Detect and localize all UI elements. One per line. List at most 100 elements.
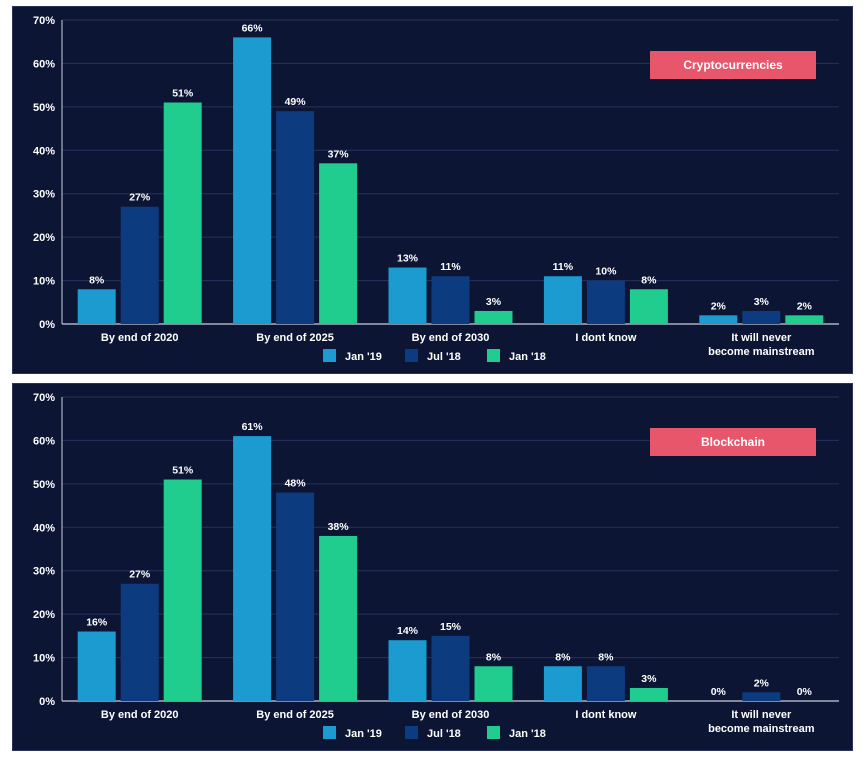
bar-jan-19-by-end-of-2025 xyxy=(233,436,272,701)
category-label: By end of 2025 xyxy=(256,709,334,721)
bar-jul-18-by-end-of-2030 xyxy=(431,635,470,701)
value-label: 11% xyxy=(440,261,461,273)
bar-jan-18-by-end-of-2025 xyxy=(319,535,358,701)
bar-jan-18-it-will-never-become-mainstream xyxy=(785,315,824,324)
category-label: By end of 2020 xyxy=(101,709,179,721)
category-label: I dont know xyxy=(575,332,637,344)
y-tick-label: 70% xyxy=(33,15,55,27)
legend-swatch-jan-19 xyxy=(323,349,336,362)
bar-jan-19-by-end-of-2025 xyxy=(233,37,272,324)
legend-swatch-jan-18 xyxy=(487,349,500,362)
value-label: 2% xyxy=(797,300,813,312)
bar-jul-18-i-dont-know xyxy=(586,666,625,701)
value-label: 51% xyxy=(172,465,194,477)
value-label: 15% xyxy=(440,621,462,633)
bar-jan-18-by-end-of-2025 xyxy=(319,163,358,324)
value-label: 0% xyxy=(711,686,727,698)
value-label: 2% xyxy=(754,677,770,689)
chart-panel-blockchain: 0% 10% 20% 30% 40% 50% 60% 70% 16% 27% 51% By end o… xyxy=(12,383,853,751)
bar-jul-18-by-end-of-2030 xyxy=(431,276,470,324)
value-label: 38% xyxy=(328,521,350,533)
bar-jan-18-i-dont-know xyxy=(629,687,668,701)
value-label: 16% xyxy=(86,617,108,629)
value-label: 37% xyxy=(328,148,350,160)
y-tick-label: 50% xyxy=(33,102,55,114)
y-tick-label: 20% xyxy=(33,232,55,244)
legend-label: Jul '18 xyxy=(427,728,461,740)
bar-jan-19-by-end-of-2030 xyxy=(388,640,427,701)
bar-jul-18-by-end-of-2025 xyxy=(276,492,315,701)
bar-jan-18-by-end-of-2020 xyxy=(163,479,202,701)
bar-jan-19-i-dont-know xyxy=(543,666,582,701)
y-tick-label: 40% xyxy=(33,145,55,157)
bar-jan-19-by-end-of-2020 xyxy=(77,289,116,324)
bar-jul-18-by-end-of-2025 xyxy=(276,111,315,324)
legend-label: Jul '18 xyxy=(427,351,461,363)
bar-jul-18-i-dont-know xyxy=(586,280,625,324)
chart-title: Cryptocurrencies xyxy=(683,58,783,72)
category-label: By end of 2030 xyxy=(412,332,490,344)
value-label: 8% xyxy=(486,651,502,663)
value-label: 10% xyxy=(595,266,617,278)
bar-jan-19-by-end-of-2020 xyxy=(77,631,116,701)
legend-label: Jan '19 xyxy=(345,728,382,740)
chart-title-badge xyxy=(650,51,816,79)
y-tick-label: 70% xyxy=(33,392,55,404)
chart-panel-cryptocurrencies: 0% 10% 20% 30% 40% 50% 60% 70% 8% 27% 51% By end of… xyxy=(12,6,853,374)
legend-swatch-jan-18 xyxy=(487,726,500,739)
legend-swatch-jul-18 xyxy=(405,726,418,739)
y-tick-label: 0% xyxy=(39,319,55,331)
y-tick-label: 50% xyxy=(33,479,55,491)
bar-jul-18-by-end-of-2020 xyxy=(120,206,159,324)
value-label: 49% xyxy=(285,96,307,108)
value-label: 8% xyxy=(89,274,105,286)
y-tick-label: 60% xyxy=(33,435,55,447)
bar-jan-18-by-end-of-2030 xyxy=(474,666,513,701)
bar-jul-18-it-will-never-become-mainstream xyxy=(742,310,781,324)
value-label: 66% xyxy=(242,22,264,34)
bar-jan-18-by-end-of-2020 xyxy=(163,102,202,324)
bar-jan-19-it-will-never-become-mainstream xyxy=(699,315,738,324)
y-tick-label: 10% xyxy=(33,653,55,665)
y-tick-label: 30% xyxy=(33,189,55,201)
value-label: 27% xyxy=(129,569,151,581)
value-label: 8% xyxy=(598,651,614,663)
legend-swatch-jan-19 xyxy=(323,726,336,739)
value-label: 48% xyxy=(285,478,307,490)
y-tick-label: 20% xyxy=(33,609,55,621)
value-label: 13% xyxy=(397,253,419,265)
y-tick-label: 60% xyxy=(33,58,55,70)
value-label: 11% xyxy=(553,261,574,273)
category-label: By end of 2030 xyxy=(412,709,490,721)
category-label: By end of 2020 xyxy=(101,332,179,344)
legend-label: Jan '18 xyxy=(509,351,546,363)
bar-jan-18-i-dont-know xyxy=(629,289,668,324)
value-label: 14% xyxy=(397,625,419,637)
chart-cryptocurrencies: 0% 10% 20% 30% 40% 50% 60% 70% 8% 27% 51% By end of… xyxy=(33,15,839,363)
bar-jul-18-it-will-never-become-mainstream xyxy=(742,692,781,701)
category-label: I dont know xyxy=(575,709,637,721)
bar-jan-18-by-end-of-2030 xyxy=(474,310,513,324)
legend-swatch-jul-18 xyxy=(405,349,418,362)
chart-title-badge xyxy=(650,428,816,456)
value-label: 61% xyxy=(242,421,264,433)
bar-jul-18-by-end-of-2020 xyxy=(120,583,159,701)
bar-jan-19-i-dont-know xyxy=(543,276,582,324)
chart-title: Blockchain xyxy=(701,435,765,449)
legend-label: Jan '18 xyxy=(509,728,546,740)
y-tick-label: 40% xyxy=(33,522,55,534)
y-tick-label: 10% xyxy=(33,276,55,288)
category-label: It will never become mainstream xyxy=(708,709,815,735)
value-label: 3% xyxy=(754,296,770,308)
value-label: 2% xyxy=(711,300,727,312)
value-label: 51% xyxy=(172,88,194,100)
value-label: 8% xyxy=(555,651,571,663)
legend-label: Jan '19 xyxy=(345,351,382,363)
value-label: 3% xyxy=(486,296,502,308)
category-label: By end of 2025 xyxy=(256,332,334,344)
chart-blockchain: 0% 10% 20% 30% 40% 50% 60% 70% 16% 27% 51% By end o… xyxy=(33,392,839,740)
bar-jan-19-by-end-of-2030 xyxy=(388,267,427,324)
y-tick-label: 30% xyxy=(33,566,55,578)
value-label: 3% xyxy=(641,673,657,685)
category-label: It will never become mainstream xyxy=(708,332,815,358)
